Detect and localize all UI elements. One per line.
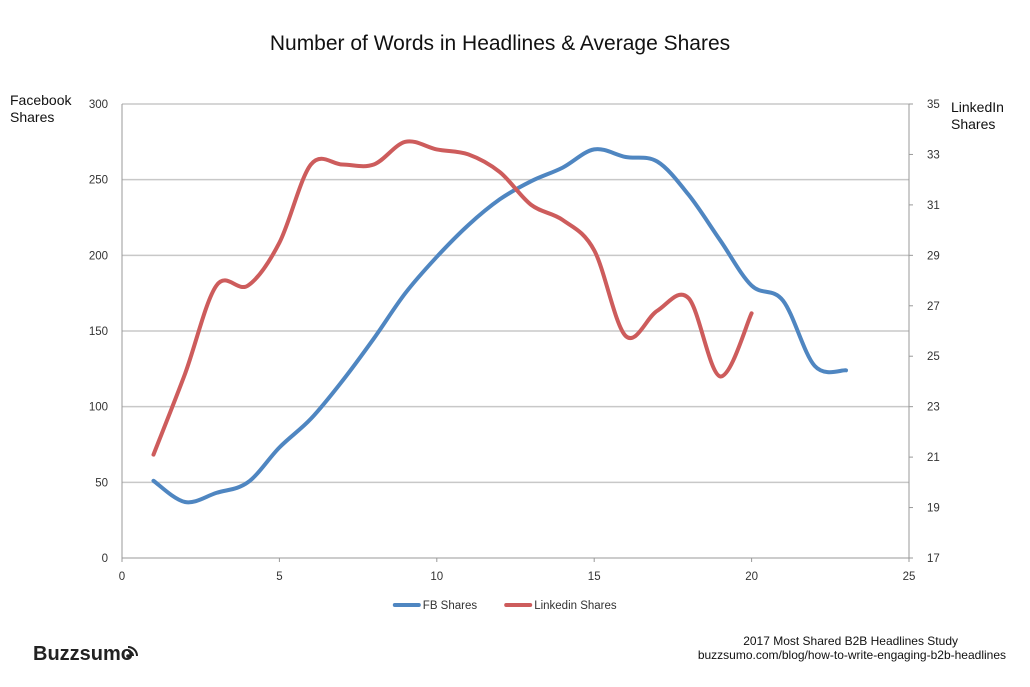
y-left-tick-100: 100: [89, 402, 108, 414]
y-left-tick-50: 50: [95, 477, 108, 489]
legend-label-fb-shares: FB Shares: [423, 600, 478, 612]
y-right-tick-29: 29: [927, 250, 940, 262]
y-right-axis-title: LinkedIn Shares: [951, 99, 1008, 132]
y-left-tick-200: 200: [89, 250, 108, 262]
y-right-tick-23: 23: [927, 402, 940, 414]
y-right-tick-25: 25: [927, 351, 940, 363]
x-tick-0: 0: [119, 571, 125, 583]
footer-brand: Buzzsumo: [33, 643, 138, 665]
series-line-linkedin-shares: [151, 139, 754, 457]
signal-waves-icon: [126, 646, 138, 658]
grid: [122, 103, 909, 484]
series-lines: [151, 139, 848, 505]
y-right-tick-27: 27: [927, 301, 940, 313]
x-tick-20: 20: [745, 571, 758, 583]
y-left-tick-150: 150: [89, 326, 108, 338]
x-tick-25: 25: [903, 571, 916, 583]
y-left-title-line-1: Facebook: [10, 92, 72, 108]
x-tick-15: 15: [588, 571, 601, 583]
y-left-tick-300: 300: [89, 99, 108, 111]
y-right-tick-21: 21: [927, 452, 940, 464]
y-right-title-line-1: LinkedIn: [951, 99, 1004, 115]
chart-title: Number of Words in Headlines & Average S…: [270, 32, 730, 55]
legend-label-linkedin-shares: Linkedin Shares: [534, 600, 617, 612]
x-tick-5: 5: [276, 571, 282, 583]
tick-labels: 0 50 100 150 200 250 300 17 19 21 23 25 27 29 31 33 35 0 5…: [89, 99, 940, 583]
y-right-title-line-2: Shares: [951, 116, 995, 132]
credit-line-1: 2017 Most Shared B2B Headlines Study: [743, 634, 958, 648]
y-right-tick-19: 19: [927, 503, 940, 515]
y-right-tick-35: 35: [927, 99, 940, 111]
y-left-tick-250: 250: [89, 175, 108, 187]
credit-line-2: buzzsumo.com/blog/how-to-write-engaging-…: [698, 648, 1006, 662]
y-right-tick-31: 31: [927, 200, 940, 212]
x-tick-10: 10: [430, 571, 443, 583]
legend: FB Shares Linkedin Shares: [392, 600, 617, 612]
y-right-tick-33: 33: [927, 149, 940, 161]
axes: [121, 103, 913, 562]
y-left-title-line-2: Shares: [10, 109, 54, 125]
y-left-axis-title: Facebook Shares: [10, 92, 75, 125]
y-left-tick-0: 0: [102, 553, 108, 565]
series-line-fb-shares: [151, 147, 848, 505]
brand-logo-text: Buzzsumo: [33, 643, 133, 665]
y-right-tick-17: 17: [927, 553, 940, 565]
